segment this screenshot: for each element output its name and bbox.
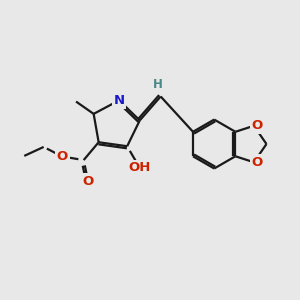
Text: OH: OH [128,161,151,174]
Text: N: N [113,94,124,107]
Text: O: O [251,156,262,169]
Text: O: O [251,119,262,132]
Text: H: H [153,78,163,91]
Text: O: O [82,175,94,188]
Text: O: O [57,150,68,163]
